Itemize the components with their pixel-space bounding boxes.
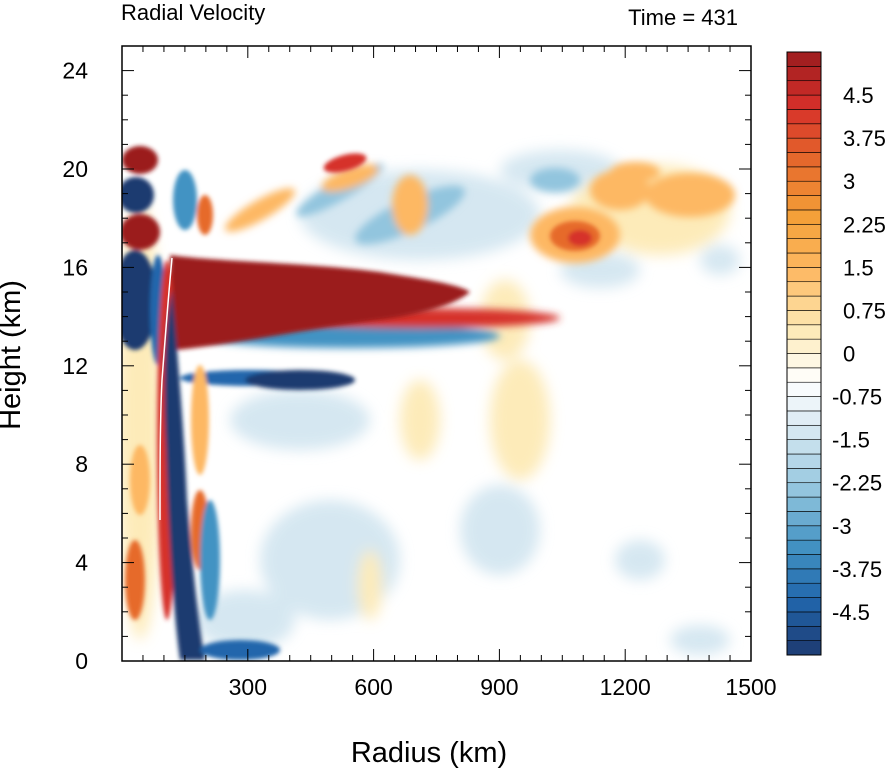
heatmap-field [122, 46, 751, 661]
colorbar-label: -3 [832, 514, 852, 539]
colorbar-label: 0 [843, 342, 855, 367]
colorbar-segment [786, 152, 822, 168]
y-tick-label: 0 [75, 648, 88, 674]
colorbar-segment [786, 166, 822, 182]
colorbar-label: -2.25 [832, 471, 882, 496]
y-tick-label: 12 [62, 353, 88, 379]
colorbar-segment [786, 468, 822, 484]
x-tick-label: 1200 [600, 674, 651, 700]
y-tick-label: 24 [62, 58, 88, 84]
colorbar-segment [786, 511, 822, 527]
colorbar-segment [786, 396, 822, 412]
time-label: Time = 431 [628, 5, 738, 30]
colorbar-segment [786, 439, 822, 455]
y-tick-label: 4 [75, 550, 88, 576]
colorbar-segment [786, 195, 822, 211]
colorbar-segment [786, 310, 822, 326]
colorbar-segment [786, 625, 822, 641]
colorbar-segment [786, 582, 822, 598]
colorbar-segment [786, 525, 822, 541]
colorbar-label: -1.5 [832, 428, 870, 453]
colorbar-segment [786, 640, 822, 656]
colorbar-label: 2.25 [843, 212, 886, 237]
colorbar-frame [786, 51, 822, 656]
axis-tick-labels: 300 600 900 1200 1500 0 4 8 12 16 20 24 [62, 58, 776, 700]
y-tick-label: 16 [62, 254, 88, 280]
colorbar-segment [786, 611, 822, 627]
y-tick-label: 20 [62, 156, 88, 182]
chart-title: Radial Velocity [121, 0, 265, 25]
colorbar-segment [786, 80, 822, 96]
colorbar-segment [786, 209, 822, 225]
colorbar-segment [786, 94, 822, 110]
colorbar-segment [786, 410, 822, 426]
colorbar [786, 51, 822, 656]
colorbar-segment [786, 223, 822, 239]
colorbar-segment [786, 353, 822, 369]
colorbar-segment [786, 180, 822, 196]
colorbar-segment [786, 252, 822, 268]
colorbar-segment [786, 367, 822, 383]
colorbar-segment [786, 324, 822, 340]
colorbar-label: 3 [843, 169, 855, 194]
colorbar-label: 4.5 [843, 83, 874, 108]
colorbar-segment [786, 281, 822, 297]
colorbar-label: 3.75 [843, 126, 886, 151]
colorbar-segment [786, 568, 822, 584]
colorbar-label: -0.75 [832, 385, 882, 410]
colorbar-segment [786, 123, 822, 139]
colorbar-segment [786, 453, 822, 469]
colorbar-label: -3.75 [832, 557, 882, 582]
colorbar-segment [786, 424, 822, 440]
colorbar-segment [786, 109, 822, 125]
x-axis-title: Radius (km) [351, 737, 507, 769]
x-tick-label: 900 [480, 674, 518, 700]
colorbar-segment [786, 554, 822, 570]
colorbar-segment [786, 267, 822, 283]
x-tick-label: 600 [354, 674, 392, 700]
colorbar-label: -4.5 [832, 600, 870, 625]
colorbar-segment [786, 295, 822, 311]
colorbar-segment [786, 238, 822, 254]
colorbar-segment [786, 496, 822, 512]
y-axis-title: Height (km) [0, 280, 27, 430]
colorbar-labels: 4.5 3.75 3 2.25 1.5 0.75 0 -0.75 -1.5 -2.25 -3 -3.7… [832, 83, 886, 625]
colorbar-segment [786, 51, 822, 67]
x-tick-label: 300 [229, 674, 267, 700]
colorbar-segment [786, 338, 822, 354]
colorbar-label: 0.75 [843, 298, 886, 323]
axis-ticks [122, 45, 752, 662]
colorbar-segment [786, 597, 822, 613]
colorbar-label: 1.5 [843, 255, 874, 280]
colorbar-segment [786, 482, 822, 498]
colorbar-segment [786, 137, 822, 153]
x-tick-label: 1500 [725, 674, 776, 700]
colorbar-segment [786, 381, 822, 397]
colorbar-segment [786, 539, 822, 555]
colorbar-segment [786, 66, 822, 82]
y-tick-label: 8 [75, 451, 88, 477]
